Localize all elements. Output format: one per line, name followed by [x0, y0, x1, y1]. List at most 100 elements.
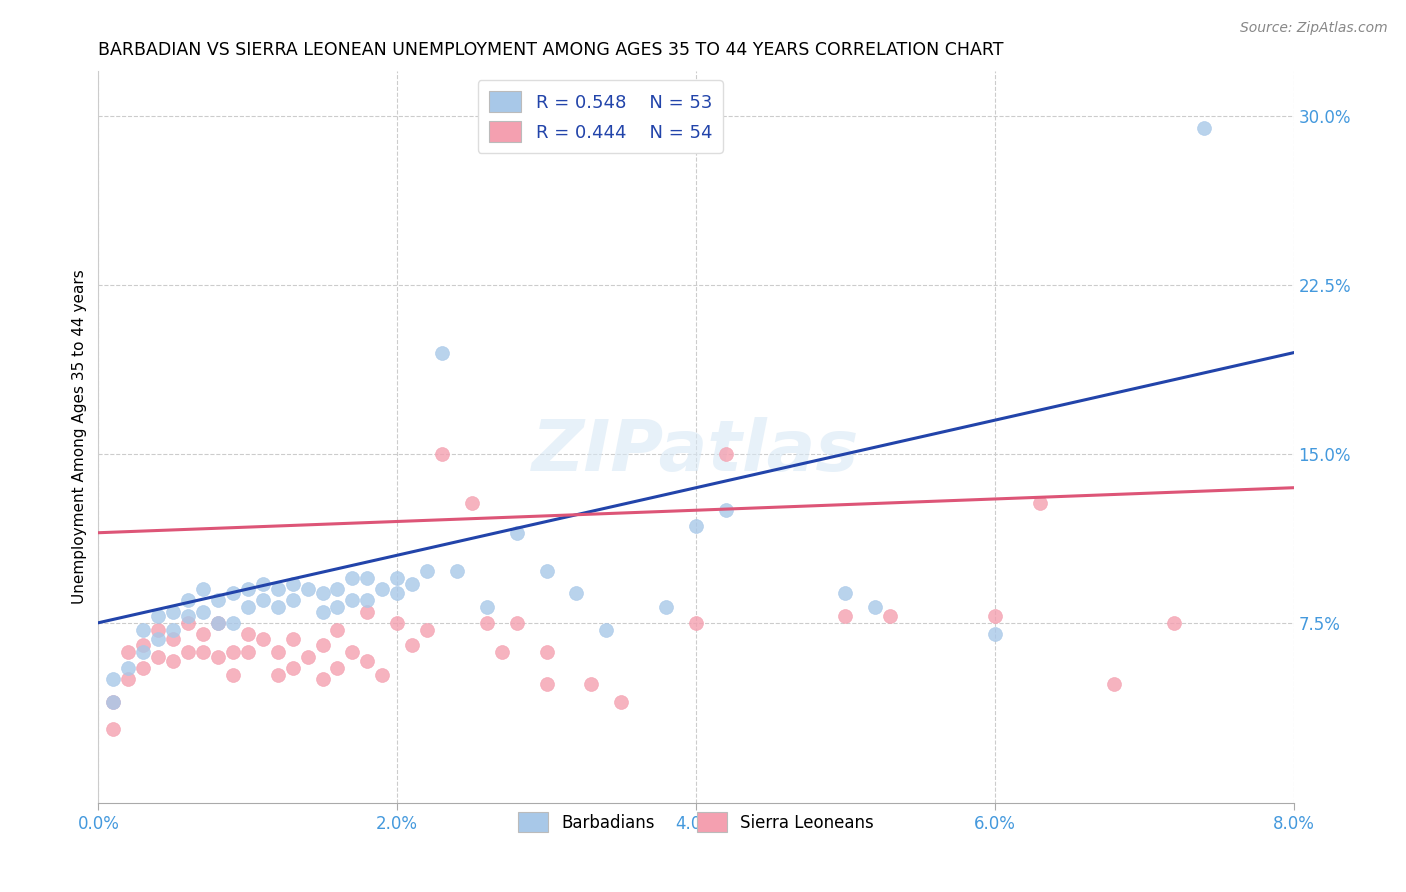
Point — [267, 599, 290, 614]
Point — [191, 627, 214, 641]
Point — [236, 582, 259, 596]
Point — [326, 661, 349, 675]
Point — [148, 623, 170, 637]
Point — [342, 645, 364, 659]
Point — [191, 582, 214, 596]
Text: BARBADIAN VS SIERRA LEONEAN UNEMPLOYMENT AMONG AGES 35 TO 44 YEARS CORRELATION C: BARBADIAN VS SIERRA LEONEAN UNEMPLOYMENT… — [98, 41, 1004, 59]
Point — [281, 593, 304, 607]
Point — [311, 586, 333, 600]
Point — [356, 654, 378, 668]
Point — [356, 571, 378, 585]
Point — [385, 586, 409, 600]
Point — [834, 586, 856, 600]
Point — [461, 496, 484, 510]
Point — [475, 599, 498, 614]
Point — [581, 676, 603, 690]
Point — [430, 345, 453, 359]
Point — [222, 667, 245, 681]
Point — [1163, 615, 1185, 630]
Point — [1028, 496, 1050, 510]
Point — [191, 605, 214, 619]
Point — [536, 564, 558, 578]
Point — [162, 605, 184, 619]
Point — [491, 645, 513, 659]
Point — [177, 609, 200, 624]
Point — [401, 638, 423, 652]
Point — [177, 645, 200, 659]
Point — [311, 605, 333, 619]
Point — [385, 615, 409, 630]
Point — [267, 667, 290, 681]
Point — [148, 609, 170, 624]
Point — [416, 623, 439, 637]
Y-axis label: Unemployment Among Ages 35 to 44 years: Unemployment Among Ages 35 to 44 years — [72, 269, 87, 605]
Point — [267, 645, 290, 659]
Point — [610, 694, 633, 708]
Point — [356, 605, 378, 619]
Point — [103, 694, 125, 708]
Point — [475, 615, 498, 630]
Point — [416, 564, 439, 578]
Point — [506, 615, 529, 630]
Point — [714, 447, 737, 461]
Point — [177, 615, 200, 630]
Point — [356, 593, 378, 607]
Text: ZIPatlas: ZIPatlas — [533, 417, 859, 486]
Point — [326, 599, 349, 614]
Point — [222, 645, 245, 659]
Point — [236, 599, 259, 614]
Point — [297, 582, 319, 596]
Point — [342, 593, 364, 607]
Point — [252, 632, 274, 646]
Point — [252, 593, 274, 607]
Point — [281, 577, 304, 591]
Point — [236, 627, 259, 641]
Point — [162, 632, 184, 646]
Point — [685, 519, 707, 533]
Point — [446, 564, 468, 578]
Point — [207, 615, 229, 630]
Point — [117, 645, 139, 659]
Point — [984, 609, 1007, 624]
Point — [132, 623, 155, 637]
Point — [207, 593, 229, 607]
Point — [117, 672, 139, 686]
Point — [326, 582, 349, 596]
Point — [311, 672, 333, 686]
Point — [865, 599, 887, 614]
Point — [1192, 120, 1215, 135]
Point — [132, 645, 155, 659]
Point — [148, 632, 170, 646]
Point — [834, 609, 856, 624]
Point — [117, 661, 139, 675]
Point — [385, 571, 409, 585]
Point — [281, 632, 304, 646]
Point — [536, 676, 558, 690]
Point — [132, 638, 155, 652]
Point — [714, 503, 737, 517]
Point — [207, 615, 229, 630]
Point — [191, 645, 214, 659]
Point — [565, 586, 588, 600]
Point — [371, 582, 394, 596]
Point — [103, 694, 125, 708]
Text: Source: ZipAtlas.com: Source: ZipAtlas.com — [1240, 21, 1388, 35]
Point — [297, 649, 319, 664]
Point — [222, 586, 245, 600]
Point — [536, 645, 558, 659]
Point — [430, 447, 453, 461]
Point — [984, 627, 1007, 641]
Point — [1104, 676, 1126, 690]
Point — [252, 577, 274, 591]
Point — [162, 654, 184, 668]
Point — [401, 577, 423, 591]
Point — [222, 615, 245, 630]
Point — [506, 525, 529, 540]
Point — [207, 649, 229, 664]
Point — [371, 667, 394, 681]
Point — [132, 661, 155, 675]
Point — [311, 638, 333, 652]
Point — [236, 645, 259, 659]
Point — [103, 672, 125, 686]
Point — [177, 593, 200, 607]
